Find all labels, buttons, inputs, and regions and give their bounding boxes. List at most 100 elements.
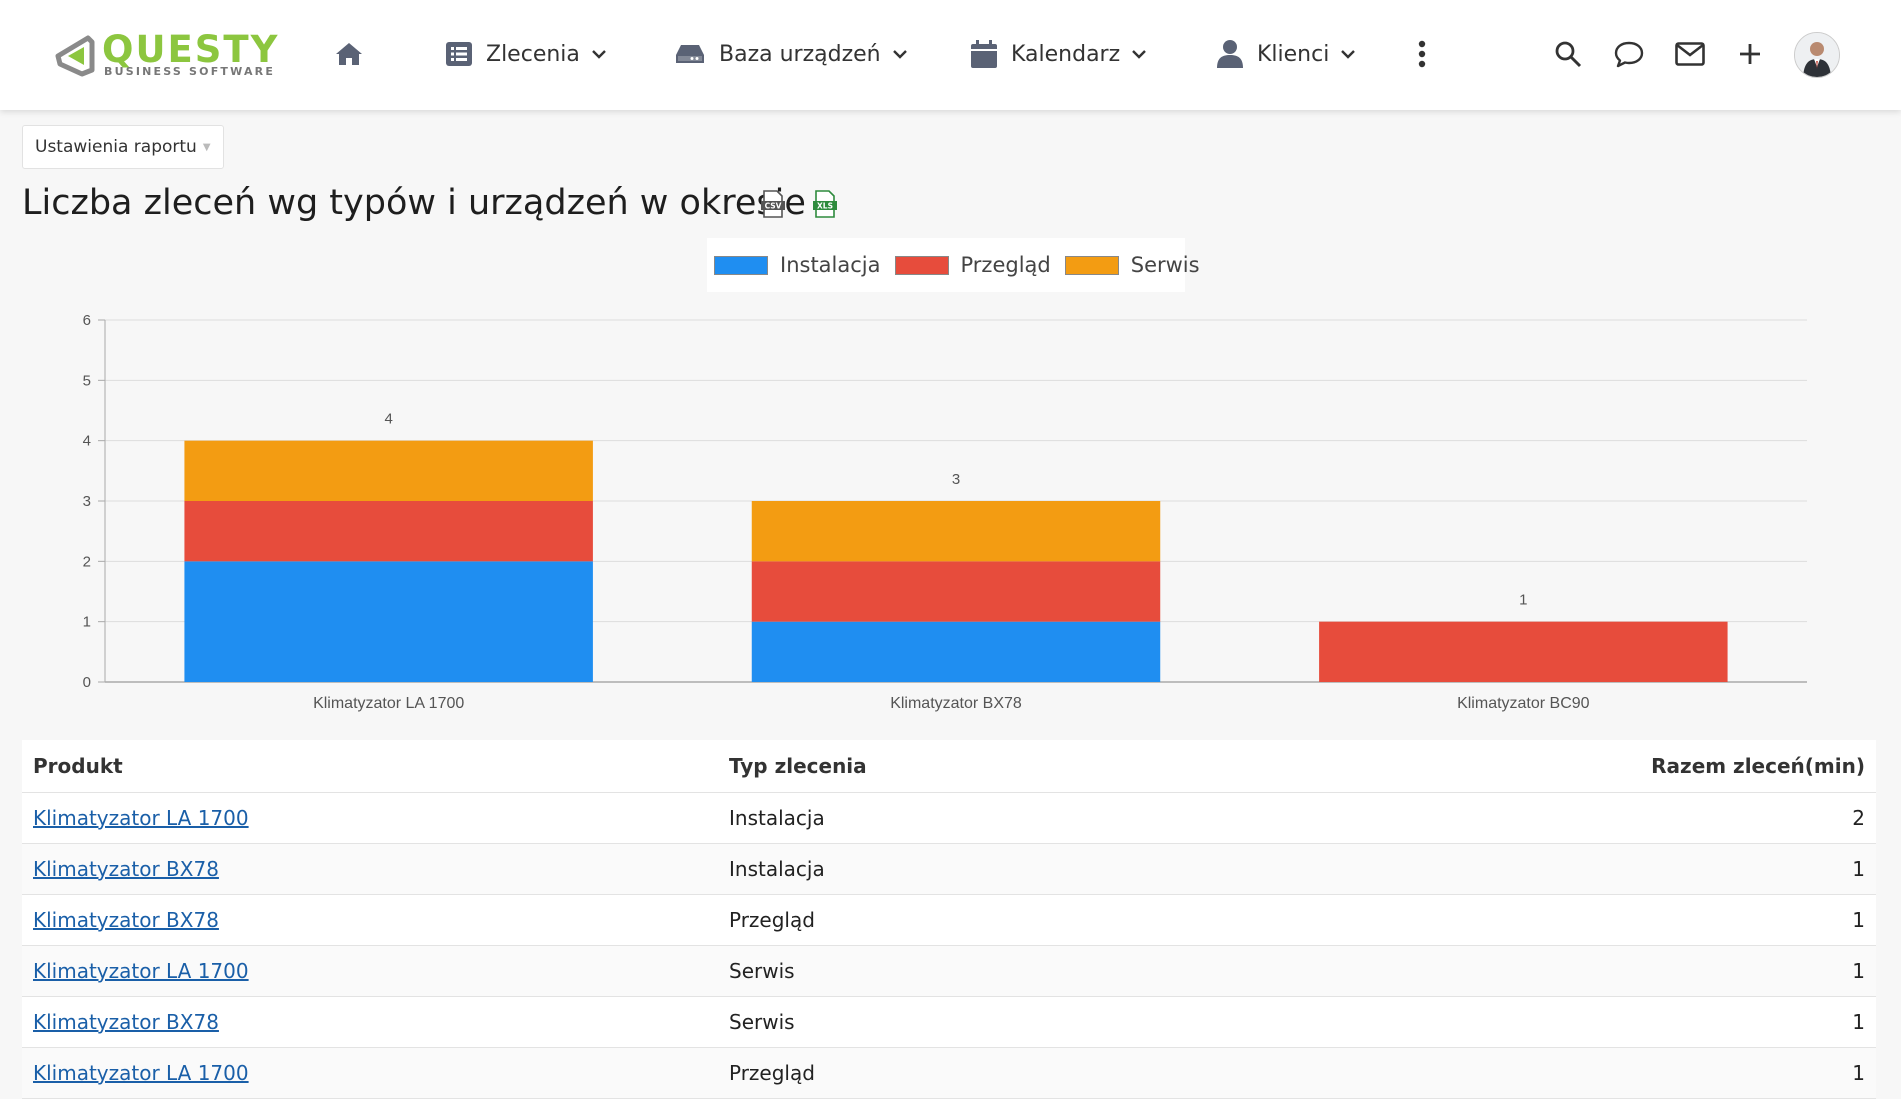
table-row: Klimatyzator LA 1700 Przegląd 1 — [22, 1048, 1876, 1099]
total-cell: 1 — [1852, 1061, 1865, 1085]
legend-item[interactable]: Instalacja — [714, 253, 881, 277]
order-type-cell: Instalacja — [729, 806, 825, 830]
svg-text:CSV: CSV — [765, 202, 782, 211]
chevron-down-icon — [892, 50, 907, 59]
user-avatar[interactable] — [1794, 32, 1840, 78]
legend-label: Przegląd — [960, 253, 1051, 277]
chevron-down-icon — [592, 50, 606, 59]
order-type-cell: Instalacja — [729, 857, 825, 881]
bar-segment — [751, 561, 1161, 622]
table-header-row: Produkt Typ zlecenia Razem zleceń(min) — [22, 740, 1876, 793]
chat-icon — [1614, 41, 1644, 68]
nav-klienci[interactable]: Klienci — [1217, 34, 1356, 74]
table-row: Klimatyzator BX78 Serwis 1 — [22, 997, 1876, 1048]
y-tick-label: 5 — [83, 372, 91, 389]
total-cell: 1 — [1852, 857, 1865, 881]
bar-segment — [184, 561, 593, 682]
total-cell: 1 — [1852, 1010, 1865, 1034]
nav-zlecenia[interactable]: Zlecenia — [446, 34, 606, 74]
legend-item[interactable]: Przegląd — [894, 253, 1051, 277]
bar-segment — [1319, 621, 1728, 682]
total-cell: 2 — [1852, 806, 1865, 830]
product-link[interactable]: Klimatyzator LA 1700 — [33, 959, 249, 983]
user-icon — [1217, 40, 1243, 68]
more-vertical-icon — [1418, 40, 1426, 68]
caret-down-icon: ▼ — [202, 141, 211, 153]
mail-button[interactable] — [1674, 38, 1706, 70]
search-icon — [1555, 41, 1582, 68]
chevron-down-icon — [1341, 50, 1356, 59]
order-type-cell: Przegląd — [729, 1061, 815, 1085]
chevron-down-icon — [1132, 50, 1147, 59]
logo-tagline: BUSINESS SOFTWARE — [104, 65, 276, 78]
page-title: Liczba zleceń wg typów i urządzeń w okre… — [22, 183, 806, 223]
nav-kalendarz[interactable]: Kalendarz — [971, 34, 1147, 74]
svg-text:XLS: XLS — [817, 202, 833, 211]
search-button[interactable] — [1552, 38, 1584, 70]
product-link[interactable]: Klimatyzator BX78 — [33, 908, 219, 932]
order-type-cell: Serwis — [729, 959, 795, 983]
y-tick-label: 6 — [83, 312, 91, 329]
order-type-cell: Serwis — [729, 1010, 795, 1034]
list-icon — [446, 42, 472, 66]
x-tick-label: Klimatyzator BC90 — [1457, 695, 1590, 712]
nav-baza-urzadzen[interactable]: Baza urządzeń — [675, 34, 907, 74]
stacked-bar-chart: 0 1 2 3 4 5 6 4 Klimatyzator LA 1700 3 Klimatyzato… — [83, 312, 1807, 712]
total-cell: 1 — [1852, 908, 1865, 932]
nav-klienci-label: Klienci — [1257, 41, 1330, 67]
table-row: Klimatyzator BX78 Instalacja 1 — [22, 844, 1876, 895]
nav-baza-label: Baza urządzeń — [719, 41, 881, 67]
home-icon — [336, 43, 362, 65]
product-link[interactable]: Klimatyzator BX78 — [33, 857, 219, 881]
report-table: Produkt Typ zlecenia Razem zleceń(min) K… — [22, 740, 1876, 1099]
more-menu-button[interactable] — [1406, 38, 1438, 70]
logo-mark-icon — [55, 35, 95, 77]
drive-icon — [676, 45, 704, 63]
nav-zlecenia-label: Zlecenia — [486, 41, 580, 67]
product-link[interactable]: Klimatyzator LA 1700 — [33, 806, 249, 830]
report-settings-label: Ustawienia raportu — [35, 137, 197, 157]
top-navbar: QUESTY BUSINESS SOFTWARE Zlecenia Baza u… — [0, 0, 1901, 110]
nav-kalendarz-label: Kalendarz — [1011, 41, 1121, 67]
logo-wordmark: QUESTY — [102, 28, 280, 71]
csv-export-icon[interactable]: CSV — [760, 190, 786, 218]
bar-total-label: 1 — [1519, 592, 1527, 609]
total-cell: 1 — [1852, 959, 1865, 983]
bar-segment — [751, 621, 1161, 682]
header-typ-zlecenia: Typ zlecenia — [729, 754, 867, 778]
legend-swatch — [714, 255, 768, 275]
bar-segment — [184, 440, 593, 501]
y-tick-label: 3 — [83, 493, 91, 510]
header-produkt: Produkt — [33, 754, 123, 778]
chat-button[interactable] — [1613, 38, 1645, 70]
y-tick-label: 1 — [83, 614, 91, 631]
header-razem-zlecen: Razem zleceń(min) — [1651, 754, 1865, 778]
report-settings-button[interactable]: Ustawienia raportu ▼ — [22, 125, 224, 169]
legend-item[interactable]: Serwis — [1064, 253, 1200, 277]
xls-export-icon[interactable]: XLS — [812, 190, 838, 218]
bar-total-label: 4 — [384, 411, 392, 428]
y-tick-label: 2 — [83, 553, 91, 570]
table-row: Klimatyzator LA 1700 Instalacja 2 — [22, 793, 1876, 844]
x-tick-label: Klimatyzator BX78 — [890, 695, 1022, 712]
legend-label: Serwis — [1130, 253, 1200, 277]
legend-label: Instalacja — [780, 253, 881, 277]
mail-icon — [1675, 42, 1705, 66]
table-row: Klimatyzator BX78 Przegląd 1 — [22, 895, 1876, 946]
plus-icon — [1740, 44, 1760, 64]
x-tick-label: Klimatyzator LA 1700 — [313, 695, 464, 712]
bar-segment — [184, 501, 593, 562]
questy-logo[interactable]: QUESTY BUSINESS SOFTWARE — [52, 30, 292, 80]
avatar-photo-icon — [1795, 33, 1839, 77]
y-tick-label: 0 — [83, 674, 91, 691]
bar-segment — [751, 501, 1161, 562]
legend-swatch — [894, 255, 949, 275]
add-button[interactable] — [1734, 38, 1766, 70]
calendar-icon — [971, 40, 997, 68]
product-link[interactable]: Klimatyzator LA 1700 — [33, 1061, 249, 1085]
product-link[interactable]: Klimatyzator BX78 — [33, 1010, 219, 1034]
order-type-cell: Przegląd — [729, 908, 815, 932]
home-button[interactable] — [334, 34, 364, 74]
legend-swatch — [1064, 255, 1119, 275]
chart-legend: Instalacja Przegląd Serwis — [707, 238, 1200, 292]
